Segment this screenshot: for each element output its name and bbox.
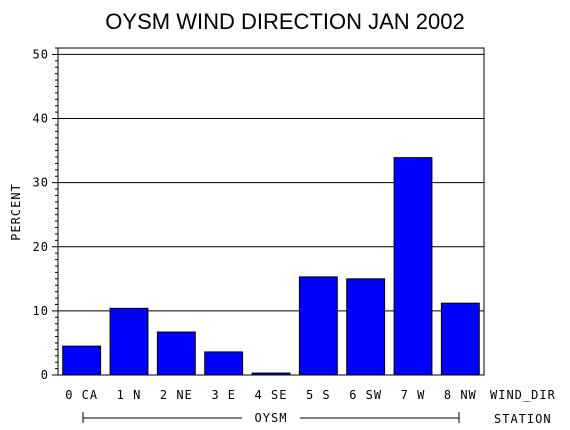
bar xyxy=(251,372,291,376)
x-axis-label: WIND_DIR xyxy=(490,388,556,402)
group-axis-label: STATION xyxy=(494,412,552,426)
bars xyxy=(62,157,480,376)
y-tick-label: 0 xyxy=(41,368,49,382)
y-tick-label: 10 xyxy=(33,304,49,318)
bar xyxy=(204,351,244,376)
x-tick-label: 1 N xyxy=(117,388,142,402)
bar xyxy=(346,278,386,376)
bar xyxy=(298,276,338,376)
y-tick-label: 40 xyxy=(33,112,49,126)
x-tick-label: 3 E xyxy=(211,388,236,402)
bar xyxy=(440,302,480,376)
y-tick-label: 20 xyxy=(33,240,49,254)
x-tick-label: 2 NE xyxy=(160,388,193,402)
bar xyxy=(109,307,149,376)
x-tick-label: 0 CA xyxy=(65,388,98,402)
bar xyxy=(62,345,102,376)
group-label: OYSM xyxy=(255,411,288,425)
x-tick-label: 7 W xyxy=(401,388,426,402)
y-tick-labels: 0 10 20 30 40 50 xyxy=(33,47,49,382)
x-tick-labels: 0 CA 1 N 2 NE 3 E 4 SE 5 S 6 SW 7 W 8 NW xyxy=(65,388,477,402)
x-tick-label: 5 S xyxy=(306,388,331,402)
minor-ticks xyxy=(52,47,58,376)
y-axis-label: PERCENT xyxy=(9,183,23,241)
x-tick-label: 6 SW xyxy=(349,388,382,402)
y-tick-label: 50 xyxy=(33,47,49,61)
x-tick-label: 4 SE xyxy=(255,388,288,402)
y-tick-label: 30 xyxy=(33,176,49,190)
x-tick-label: 8 NW xyxy=(444,388,477,402)
bar xyxy=(156,331,196,376)
chart-title: OYSM WIND DIRECTION JAN 2002 xyxy=(105,9,464,34)
bar xyxy=(393,157,433,376)
